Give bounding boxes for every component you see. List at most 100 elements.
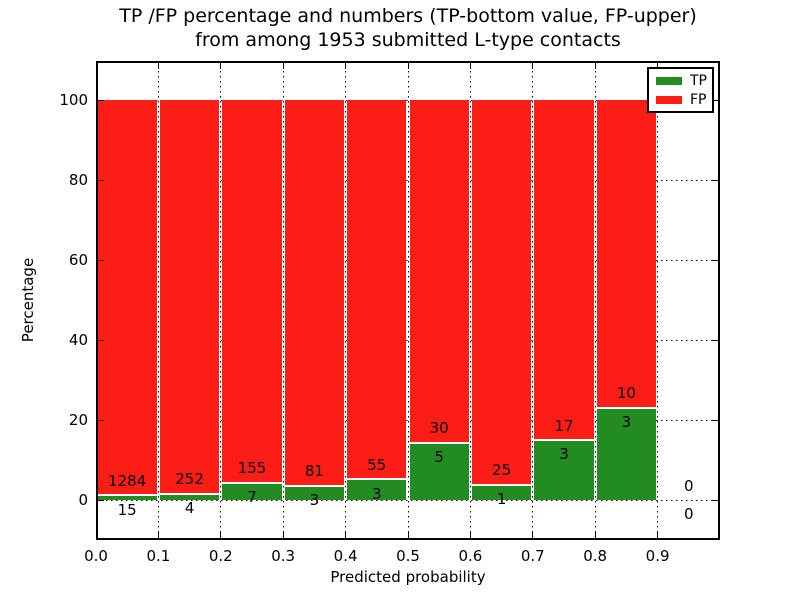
bar-segment-tp	[409, 443, 469, 500]
x-tick-label: 0.2	[208, 547, 233, 565]
x-tick-bottom	[657, 532, 659, 538]
x-tick-top	[345, 63, 347, 69]
y-tick-left	[98, 99, 104, 101]
bar-segment-tp	[596, 408, 657, 500]
chart-title-line1: TP /FP percentage and numbers (TP-bottom…	[119, 5, 697, 27]
bar-segment-fp	[534, 100, 594, 439]
y-tick-left	[98, 419, 104, 421]
x-tick-label: 0.4	[333, 547, 358, 565]
x-tick-bottom	[95, 532, 97, 538]
bar-segment-tp	[471, 485, 532, 500]
y-tick-right	[712, 419, 718, 421]
bar-segment-fp	[222, 100, 282, 482]
x-tick-top	[282, 63, 284, 69]
gridline-x-0.3	[282, 61, 284, 540]
bar-segment-tp	[534, 441, 594, 500]
fp-count-label: 30	[429, 419, 449, 438]
y-tick-label: 40	[68, 331, 88, 349]
y-tick-left	[98, 179, 104, 181]
tp-count-label: 3	[621, 413, 632, 432]
gridline-x-0.2	[220, 61, 222, 540]
bar-edge	[159, 492, 220, 495]
x-tick-top	[594, 63, 596, 69]
gridline-x-0.9	[657, 61, 659, 540]
x-tick-label: 0.3	[271, 547, 296, 565]
x-tick-bottom	[407, 532, 409, 538]
fp-count-label: 0	[684, 476, 694, 495]
x-tick-label: 0.6	[458, 547, 483, 565]
tp-count-label: 15	[117, 500, 137, 519]
fp-count-label: 252	[175, 470, 204, 489]
y-axis-label: Percentage	[19, 257, 37, 343]
x-tick-label: 0.5	[396, 547, 420, 565]
y-tick-left	[98, 499, 104, 501]
tp-count-label: 4	[184, 499, 195, 518]
bar-segment-fp	[409, 100, 469, 442]
legend-label-tp: TP	[690, 72, 707, 89]
bar-segment-fp	[596, 100, 657, 407]
y-tick-right	[712, 259, 718, 261]
gridline-x-0.1	[157, 61, 159, 540]
bar-segment-fp	[159, 100, 220, 493]
y-tick-left	[98, 259, 104, 261]
bar-segment-fp	[284, 100, 345, 485]
gridline-x-0.5	[407, 61, 409, 540]
gridline-x-0.4	[345, 61, 347, 540]
bar-segment-tp	[222, 483, 282, 500]
x-tick-bottom	[282, 532, 284, 538]
bar-segment-fp	[97, 100, 157, 495]
chart-title-line2: from among 1953 submitted L-type contact…	[195, 29, 621, 51]
bar-edge	[596, 406, 657, 409]
legend-swatch-tp-icon	[656, 76, 682, 85]
x-tick-bottom	[469, 532, 471, 538]
bar-edge	[284, 484, 345, 487]
bar-edge	[471, 483, 532, 486]
bar-segment-tp	[347, 480, 407, 500]
x-tick-top	[407, 63, 409, 69]
x-tick-bottom	[220, 532, 222, 538]
bar-segment-fp	[347, 100, 407, 479]
y-tick-right	[712, 99, 718, 101]
bar-segment-fp	[471, 100, 532, 484]
y-tick-right	[712, 339, 718, 341]
y-tick-left	[98, 339, 104, 341]
x-tick-top	[469, 63, 471, 69]
x-tick-top	[532, 63, 534, 69]
x-tick-bottom	[157, 532, 159, 538]
bar-edge	[97, 494, 157, 497]
x-tick-top	[95, 63, 97, 69]
x-tick-label: 0.8	[583, 547, 608, 565]
tp-count-label: 3	[372, 484, 382, 503]
chart-title: TP /FP percentage and numbers (TP-bottom…	[96, 4, 720, 52]
legend: TP FP	[647, 67, 714, 113]
tp-count-label: 5	[434, 448, 444, 467]
x-axis-label: Predicted probability	[330, 568, 486, 586]
fp-count-label: 25	[492, 461, 512, 480]
legend-label-fp: FP	[690, 91, 707, 108]
bar-segment-tp	[97, 496, 157, 500]
y-tick-label: 60	[68, 251, 88, 269]
x-tick-label: 0.9	[645, 547, 670, 565]
fp-count-label: 81	[304, 462, 324, 481]
fp-count-label: 10	[616, 384, 636, 403]
y-tick-label: 20	[68, 411, 88, 429]
bar-edge	[347, 478, 407, 481]
y-tick-label: 0	[78, 491, 88, 509]
x-tick-bottom	[345, 532, 347, 538]
y-tick-label: 80	[68, 171, 88, 189]
tp-count-label: 1	[496, 490, 507, 508]
x-tick-top	[157, 63, 159, 69]
gridline-x-0.7	[532, 61, 534, 540]
bar-segment-tp	[284, 486, 345, 500]
y-tick-label: 100	[59, 91, 88, 109]
legend-entry-tp: TP	[656, 74, 712, 88]
x-tick-top	[220, 63, 222, 69]
bar-edge	[222, 481, 282, 484]
tp-count-label: 7	[247, 488, 257, 507]
y-tick-right	[712, 179, 718, 181]
bar-segment-tp	[159, 494, 220, 500]
x-tick-bottom	[532, 532, 534, 538]
fp-count-label: 55	[367, 455, 387, 474]
x-tick-bottom	[594, 532, 596, 538]
